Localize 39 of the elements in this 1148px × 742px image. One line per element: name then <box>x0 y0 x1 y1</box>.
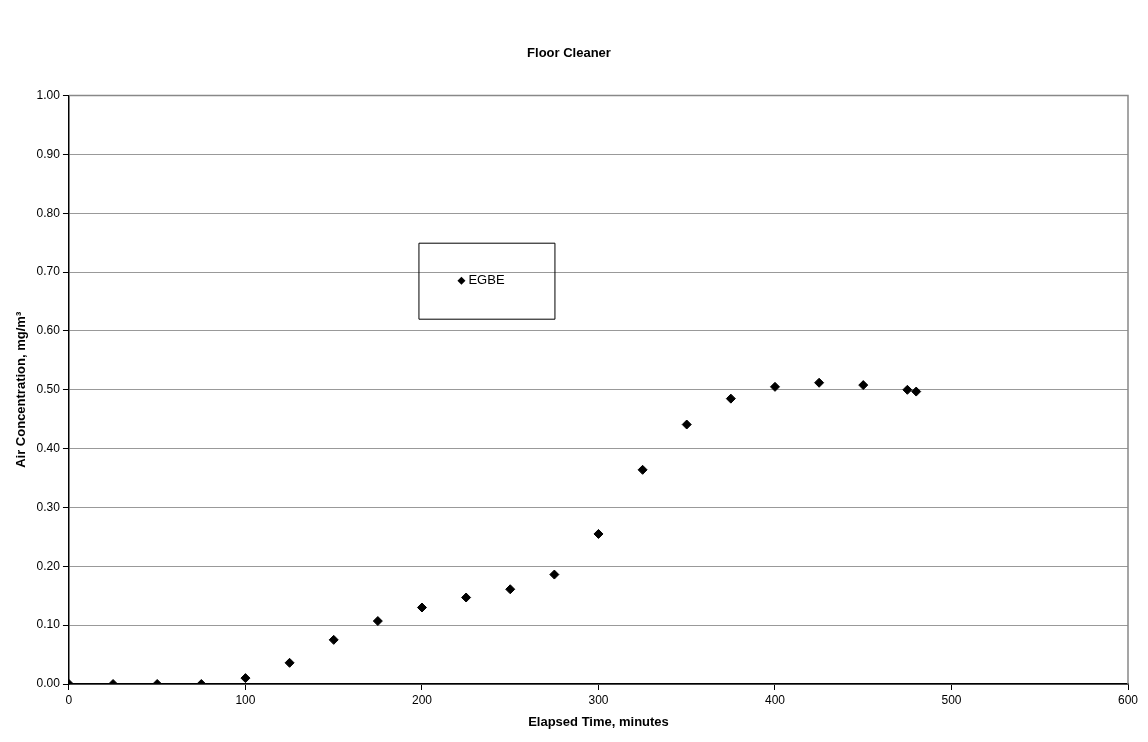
point <box>593 528 604 539</box>
point <box>240 673 251 684</box>
point <box>284 657 295 668</box>
chart-title: Floor Cleaner <box>527 45 611 61</box>
point <box>814 377 825 388</box>
y-tick-label: 0.60 <box>36 323 61 338</box>
point <box>725 393 736 404</box>
point <box>769 381 780 392</box>
x-tick-label: 200 <box>411 692 433 707</box>
y-tick-label: 0.80 <box>36 205 61 220</box>
legend-label: EGBE <box>468 272 505 288</box>
y-tick-label: 0.90 <box>36 146 61 161</box>
y-axis-title: Air Concentration, mg/m³ <box>13 311 29 468</box>
x-tick-label: 300 <box>588 692 609 707</box>
point <box>505 584 516 595</box>
point <box>858 380 869 391</box>
y-tick-label: 0.20 <box>36 558 61 573</box>
y-tick-label: 0.70 <box>36 264 61 279</box>
y-tick-label: 0.00 <box>36 676 61 691</box>
point <box>328 634 339 645</box>
y-tick-label: 0.40 <box>36 440 61 455</box>
point <box>416 602 427 613</box>
point <box>681 419 692 430</box>
point <box>372 616 383 627</box>
x-tick-label: 500 <box>941 692 962 707</box>
x-tick-label: 0 <box>65 692 73 707</box>
point <box>461 592 472 603</box>
point <box>549 569 560 580</box>
x-tick-label: 400 <box>764 692 786 707</box>
y-tick-label: 0.50 <box>36 382 61 397</box>
y-tick-label: 1.00 <box>36 87 61 102</box>
x-tick-label: 600 <box>1117 692 1139 707</box>
point <box>902 384 913 395</box>
y-tick-label: 0.10 <box>36 617 61 632</box>
y-tick-label: 0.30 <box>36 499 61 514</box>
point <box>911 386 922 397</box>
point <box>637 464 648 475</box>
x-tick-label: 100 <box>235 692 256 707</box>
x-axis-title: Elapsed Time, minutes <box>528 713 669 729</box>
